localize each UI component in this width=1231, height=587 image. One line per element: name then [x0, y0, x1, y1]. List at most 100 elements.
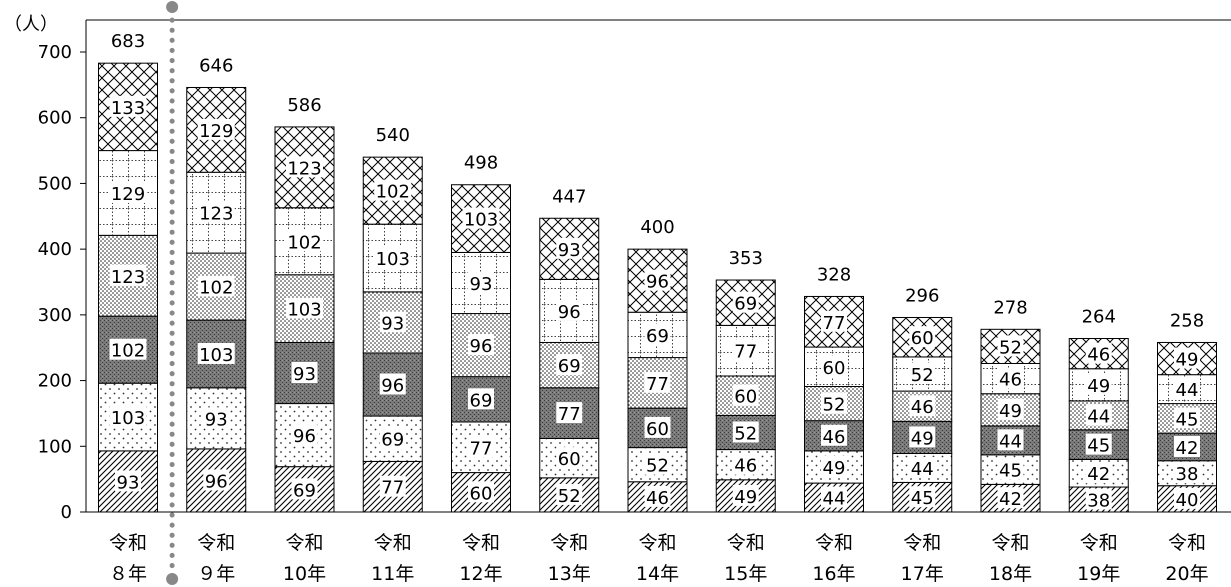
x-category-label-year: 15年 [724, 563, 767, 585]
segment-value-label: 69 [381, 430, 404, 451]
segment-value-label: 44 [999, 431, 1022, 452]
segment-value-label: 52 [734, 423, 757, 444]
segment-value-label: 69 [646, 326, 669, 347]
segment-value-label: 103 [287, 300, 321, 321]
segment-label-background [109, 95, 147, 117]
segment-label-background [374, 247, 412, 269]
segment-label-background [732, 484, 759, 506]
segment-value-label: 102 [199, 278, 233, 299]
segment-label-background [468, 481, 494, 503]
x-category-label-era: 令和 [991, 532, 1029, 554]
segment-value-label: 45 [999, 461, 1022, 482]
segment-value-label: 46 [823, 427, 846, 448]
segment-value-label: 49 [1176, 350, 1199, 371]
segment-label-background [556, 237, 583, 259]
segment-value-label: 52 [646, 456, 669, 477]
segment-label-background [286, 156, 323, 178]
x-category-label-era: 令和 [550, 532, 588, 554]
segment-label-background [732, 384, 759, 406]
segment-value-label: 77 [823, 313, 846, 334]
segment-value-label: 46 [1087, 345, 1110, 366]
segment-value-label: 42 [1087, 464, 1110, 485]
segment-label-background [1085, 342, 1112, 364]
total-value-label: 328 [817, 264, 851, 285]
segment-label-background [109, 406, 147, 428]
segment-value-label: 93 [293, 364, 316, 385]
segment-value-label: 46 [646, 488, 669, 509]
segment-value-label: 49 [823, 458, 846, 479]
segment-label-background [291, 362, 318, 384]
x-category-label-year: ８年 [109, 563, 147, 585]
segment-label-background [109, 181, 147, 203]
segment-value-label: 44 [911, 459, 934, 480]
segment-label-background [1085, 488, 1112, 510]
segment-label-background [1174, 435, 1200, 457]
total-value-label: 540 [376, 125, 410, 146]
segment-label-background [291, 478, 318, 500]
x-category-label-era: 令和 [815, 532, 853, 554]
segment-value-label: 42 [1176, 438, 1199, 459]
segment-value-label: 77 [558, 404, 581, 425]
segment-value-label: 60 [734, 387, 757, 408]
segment-label-background [556, 447, 583, 469]
segment-value-label: 93 [470, 274, 493, 295]
x-axis-labels: 令和 ８年 令和 ９年 令和 10年 令和 11年 令和 12年 令和 13年 令和 14年 令和 15年 令和… [109, 532, 1209, 585]
segment-label-background [644, 371, 671, 393]
segment-value-label: 129 [199, 121, 233, 142]
segment-value-label: 96 [293, 426, 316, 447]
segment-label-background [821, 424, 847, 446]
segment-value-label: 133 [111, 98, 145, 119]
segment-label-background [286, 297, 323, 319]
segment-value-label: 45 [911, 488, 934, 509]
x-category-label-year: 10年 [283, 563, 326, 585]
x-category-label-year: 20年 [1165, 563, 1208, 585]
segment-label-background [644, 323, 671, 345]
segment-value-label: 60 [646, 419, 669, 440]
segment-label-background [909, 426, 936, 448]
y-tick-label: 500 [38, 173, 72, 194]
segment-label-background [997, 398, 1024, 420]
x-category-label-year: 12年 [459, 563, 502, 585]
y-tick-label: 600 [38, 108, 72, 129]
segment-value-label: 38 [1087, 491, 1110, 512]
y-axis-ticks: 0 100 200 300 400 500 600 700 [38, 42, 86, 523]
segment-label-background [644, 453, 671, 475]
segment-value-label: 42 [999, 489, 1022, 510]
segment-label-background [374, 179, 412, 201]
segment-value-label: 93 [381, 313, 404, 334]
x-category-label-era: 令和 [638, 532, 676, 554]
segment-value-label: 45 [1087, 436, 1110, 457]
segment-value-label: 60 [823, 358, 846, 379]
segment-value-label: 103 [376, 249, 410, 270]
bars: 93 103 102 123 129 133 96 93 103 102 123 129 69 96 93 1… [98, 62, 1217, 513]
total-value-label: 296 [905, 285, 939, 306]
segment-label-background [732, 453, 759, 475]
segment-value-label: 103 [464, 210, 498, 231]
segment-value-label: 103 [111, 408, 145, 429]
segment-label-background [909, 363, 936, 384]
segment-value-label: 93 [558, 240, 581, 261]
segment-value-label: 49 [999, 401, 1022, 422]
segment-value-label: 102 [287, 232, 321, 253]
total-value-label: 586 [287, 95, 321, 116]
segment-value-label: 69 [293, 480, 316, 501]
segment-label-background [997, 458, 1024, 480]
segment-value-label: 93 [117, 472, 140, 493]
segment-label-background [732, 421, 759, 443]
total-value-label: 400 [640, 217, 674, 238]
bar-segment [362, 460, 423, 513]
segment-label-background [997, 335, 1024, 357]
segment-label-background [468, 334, 494, 356]
segment-value-label: 93 [205, 409, 228, 430]
segment-label-background [556, 354, 583, 376]
segment-label-background [109, 264, 147, 286]
y-tick-label: 0 [61, 502, 72, 523]
segment-label-background [1174, 487, 1200, 509]
segment-label-background [286, 230, 323, 252]
segment-label-background [909, 486, 936, 508]
segment-value-label: 40 [1176, 490, 1199, 511]
segment-label-background [197, 342, 235, 364]
total-value-label: 264 [1082, 307, 1116, 328]
segment-label-background [909, 395, 936, 417]
segment-value-label: 96 [205, 471, 228, 492]
